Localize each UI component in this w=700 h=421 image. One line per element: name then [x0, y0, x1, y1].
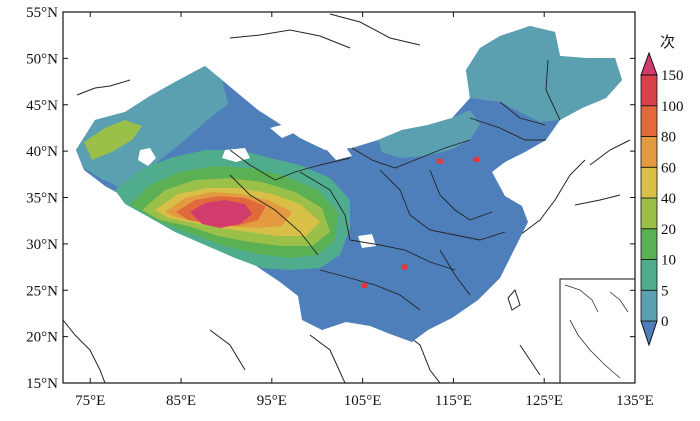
lon-tick-label: 95°E	[257, 393, 287, 409]
longitude-axis: 75°E 85°E 95°E 105°E 115°E 125°E 135°E	[75, 12, 654, 409]
lat-tick-label: 20°N	[26, 330, 58, 346]
coastline-mongolia-north	[76, 13, 421, 96]
lon-tick-label: 75°E	[75, 393, 105, 409]
lat-tick-label: 25°N	[26, 283, 58, 299]
colorbar-segment	[640, 136, 658, 168]
lon-tick-label: 105°E	[344, 393, 382, 409]
colorbar-segment	[640, 197, 658, 230]
coastlines	[63, 13, 631, 383]
contour-level-5-northeast	[466, 26, 622, 122]
colorbar-under-triangle	[640, 320, 658, 347]
colorbar-segment	[640, 74, 658, 107]
province-border-yunnan	[319, 269, 421, 311]
lat-tick-label: 45°N	[26, 98, 58, 114]
colorbar-over-triangle	[640, 51, 658, 76]
lon-tick-label: 115°E	[435, 393, 472, 409]
lat-tick-label: 40°N	[26, 144, 58, 160]
lat-tick-label: 30°N	[26, 237, 58, 253]
contour-level-10-west	[84, 120, 142, 160]
lon-tick-label: 125°E	[525, 393, 563, 409]
province-border-east	[429, 169, 493, 296]
colorbar-level-label: 80	[661, 130, 676, 146]
colorbar: 次 0 5 10 20 40 60 80 100 150	[640, 33, 684, 347]
colorbar-level-label: 60	[661, 160, 676, 176]
lat-tick-label: 55°N	[26, 5, 58, 21]
province-border-northeast	[469, 59, 561, 141]
province-border-central	[379, 169, 506, 241]
station-markers	[361, 156, 480, 289]
colorbar-level-label: 20	[661, 222, 676, 238]
inset-south-china-sea	[559, 278, 635, 383]
lat-tick-label: 35°N	[26, 191, 58, 207]
colorbar-level-label: 10	[661, 253, 676, 269]
lon-tick-label: 135°E	[616, 393, 654, 409]
colorbar-level-label: 5	[661, 283, 669, 299]
colorbar-level-label: 100	[661, 99, 684, 115]
lat-tick-label: 15°N	[26, 376, 58, 392]
colorbar-segment	[640, 105, 658, 137]
colorbar-segment	[640, 228, 658, 260]
colorbar-level-label: 0	[661, 314, 669, 330]
contour-level-150	[190, 200, 252, 228]
inset-frame	[559, 278, 635, 383]
contour-level-5-north	[378, 110, 480, 158]
province-border-sichuan	[349, 239, 456, 271]
station-marker	[473, 156, 480, 162]
colorbar-segment	[640, 166, 658, 199]
colorbar-unit: 次	[660, 33, 675, 51]
station-marker	[401, 264, 408, 270]
map-plot-area	[63, 12, 635, 383]
coastline-taiwan-philippines	[507, 289, 541, 376]
province-border-inner-mongolia	[351, 139, 471, 169]
province-border-tibet	[229, 174, 319, 256]
colorbar-segment	[640, 289, 658, 322]
station-marker	[361, 283, 368, 289]
latitude-axis: 55°N 50°N 45°N 40°N 35°N 30°N 25°N 20°N 15°N	[26, 5, 635, 392]
colorbar-level-label: 150	[661, 68, 684, 84]
province-border-xinjiang	[229, 149, 351, 181]
coastline-southeast-asia	[63, 319, 441, 383]
province-border-qinghai	[299, 171, 351, 241]
lat-tick-label: 50°N	[26, 51, 58, 67]
coastline-korea-japan	[519, 139, 631, 236]
province-boundaries	[229, 59, 561, 311]
contour-fill	[76, 26, 622, 342]
station-marker	[436, 158, 443, 164]
colorbar-level-label: 40	[661, 191, 676, 207]
lon-tick-label: 85°E	[166, 393, 196, 409]
contour-level-5	[76, 66, 228, 190]
inset-coastline	[564, 284, 629, 379]
colorbar-segment	[640, 259, 658, 291]
